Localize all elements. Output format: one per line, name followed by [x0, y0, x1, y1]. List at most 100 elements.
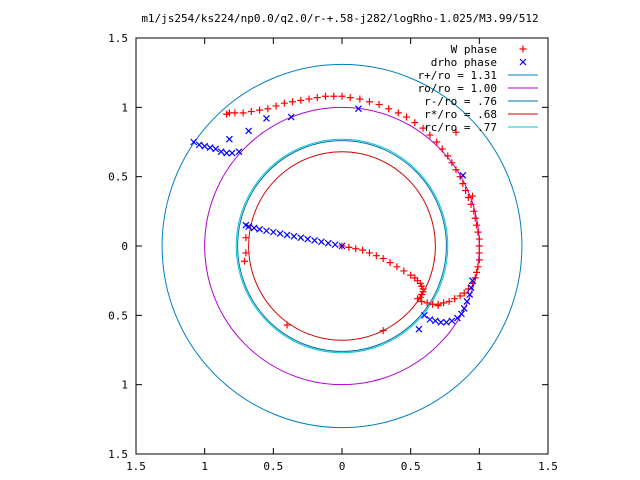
drho-phase-point	[287, 113, 295, 121]
drho-phase-point	[263, 227, 270, 235]
drho-phase-point	[460, 304, 468, 312]
w-phase-point	[440, 299, 448, 307]
w-phase-point	[473, 221, 481, 229]
drho-phase-point	[225, 135, 233, 143]
x-tick-label: 0.5	[401, 460, 421, 473]
w-phase-point	[459, 180, 467, 188]
w-phase-point	[385, 105, 393, 113]
w-phase-point	[247, 107, 255, 115]
w-phase-point	[464, 285, 472, 293]
w-phase-point	[264, 105, 272, 113]
w-phase-point	[242, 249, 250, 257]
drho-phase-point	[212, 145, 220, 153]
legend-label: r+/ro = 1.31	[418, 69, 497, 82]
drho-phase-point	[458, 310, 465, 318]
w-phase-point	[475, 249, 483, 257]
drho-phase-point	[245, 127, 253, 135]
drho-phase-point	[324, 239, 332, 247]
w-phase-point	[411, 119, 419, 127]
drho-phase-point	[283, 231, 291, 239]
drho-phase-point	[466, 291, 474, 298]
drho-phase-point	[256, 225, 264, 233]
w-phase-point	[452, 128, 460, 136]
drho-phase-point	[420, 311, 428, 319]
circle-r-ring	[237, 140, 447, 352]
w-phase-point	[393, 263, 401, 271]
w-phase-point	[468, 192, 476, 200]
w-phase-point	[418, 297, 426, 305]
w-phase-point	[471, 214, 479, 222]
drho-phase-point	[297, 234, 305, 242]
w-phase-point	[445, 297, 453, 305]
w-phase-point	[365, 98, 373, 106]
drho-phase-point	[235, 148, 243, 156]
drho-phase-point	[269, 228, 277, 236]
w-phase-point	[379, 254, 387, 262]
w-phase-point	[452, 166, 460, 174]
w-phase-point	[338, 92, 346, 100]
w-phase-point	[359, 246, 367, 254]
w-phase-point	[372, 252, 380, 260]
drho-phase-point	[290, 232, 298, 240]
chart-title: m1/js254/ks224/np0.0/q2.0/r-+.58-j282/lo…	[141, 12, 538, 25]
drho-phase-point	[304, 235, 312, 243]
y-tick-label: 1	[121, 379, 128, 392]
y-tick-label: 1.5	[108, 32, 128, 45]
w-phase-point	[330, 92, 338, 100]
w-phase-point	[475, 242, 483, 250]
y-tick-label: 0	[121, 240, 128, 253]
w-phase-point	[352, 245, 360, 253]
legend-swatch	[519, 45, 527, 53]
drho-phase-point	[217, 148, 225, 156]
w-phase-point	[438, 145, 446, 153]
w-phase-point	[448, 159, 456, 167]
x-tick-label: 0.5	[263, 460, 283, 473]
w-phase-point	[356, 95, 364, 103]
y-tick-label: 0.5	[108, 309, 128, 322]
w-phase-point	[444, 152, 452, 160]
w-phase-point	[289, 98, 297, 106]
w-phase-point	[239, 109, 247, 117]
y-tick-label: 0.5	[108, 171, 128, 184]
w-phase-point	[475, 256, 483, 264]
drho-phase-point	[201, 142, 209, 150]
drho-phase-point	[242, 221, 250, 229]
w-phase-point	[240, 257, 248, 265]
drho-phase-point	[431, 317, 439, 325]
drho-phase-point	[448, 317, 456, 325]
drho-phase-point	[331, 241, 339, 249]
w-phase-point	[462, 187, 470, 195]
drho-phase-point	[463, 298, 471, 305]
drho-phase-point	[467, 284, 475, 292]
x-tick-label: 1.5	[538, 460, 558, 473]
w-phase-point	[346, 94, 354, 102]
w-phase-point	[426, 131, 434, 139]
w-phase-point	[394, 109, 402, 117]
w-phase-point	[434, 302, 442, 310]
w-phase-point	[451, 295, 459, 303]
w-phase-point	[375, 101, 383, 109]
w-phase-point	[313, 94, 321, 102]
w-phase-point	[386, 259, 394, 267]
w-phase-point	[256, 106, 264, 114]
w-phase-point	[322, 92, 330, 100]
w-phase-point	[280, 99, 288, 107]
drho-phase-point	[338, 242, 346, 250]
x-tick-label: 1	[476, 460, 483, 473]
legend-label: drho phase	[431, 56, 497, 69]
w-phase-point	[297, 96, 305, 104]
w-phase-point	[456, 173, 464, 181]
w-phase-point	[242, 234, 250, 242]
drho-phase-point	[311, 237, 318, 244]
w-phase-point	[414, 295, 422, 303]
drho-phase-point	[426, 316, 434, 323]
w-phase-point	[423, 299, 431, 307]
drho-phase-point	[469, 277, 476, 285]
w-phase-point	[419, 124, 427, 132]
w-phase-point	[345, 243, 353, 251]
w-phase-point	[470, 207, 478, 215]
w-phase-point	[400, 267, 408, 275]
w-phase-point	[464, 193, 472, 201]
w-phase-point	[467, 200, 475, 208]
